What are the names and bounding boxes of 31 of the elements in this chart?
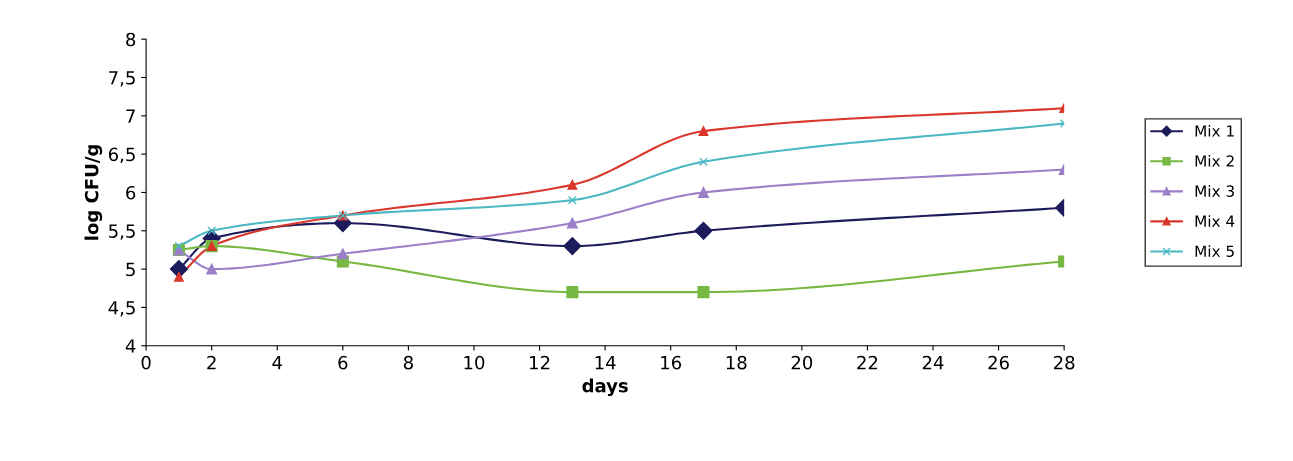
legend-label: Mix 4 bbox=[1195, 215, 1235, 227]
x-tick-label: 6 bbox=[338, 355, 348, 370]
x-tick-label: 14 bbox=[595, 356, 616, 370]
y-tick-label: 6,5 bbox=[108, 147, 135, 164]
x-tick-label: 4 bbox=[272, 356, 282, 370]
y-tick-label: 4,5 bbox=[108, 301, 135, 317]
x-tick-label: 16 bbox=[661, 355, 682, 370]
x-tick-label: 22 bbox=[857, 355, 878, 370]
y-tick-label: 8 bbox=[126, 32, 136, 47]
x-tick-label: 20 bbox=[791, 355, 813, 370]
legend-label: Mix 3 bbox=[1195, 185, 1234, 197]
y-tick-label: 4 bbox=[125, 339, 136, 353]
x-tick-label: 18 bbox=[726, 355, 747, 370]
x-tick-label: 0 bbox=[141, 355, 151, 370]
legend-label: Mix 5 bbox=[1195, 245, 1234, 258]
y-tick-label: 6 bbox=[126, 185, 136, 200]
y-axis-title: log CFU/g bbox=[84, 145, 103, 240]
legend-label: Mix 2 bbox=[1195, 155, 1234, 167]
x-tick-label: 26 bbox=[988, 355, 1009, 370]
x-tick-label: 8 bbox=[403, 355, 413, 370]
x-tick-label: 12 bbox=[530, 355, 550, 370]
y-tick-label: 5,5 bbox=[109, 224, 135, 240]
y-tick-label: 7 bbox=[126, 109, 135, 123]
x-tick-label: 24 bbox=[922, 355, 944, 370]
x-tick-label: 28 bbox=[1053, 355, 1075, 370]
y-tick-label: 7,5 bbox=[109, 71, 135, 87]
legend-label: Mix 1 bbox=[1195, 124, 1234, 137]
x-axis-title: days bbox=[582, 378, 628, 397]
y-tick-label: 5 bbox=[126, 262, 135, 277]
x-tick-label: 2 bbox=[207, 355, 216, 370]
x-tick-label: 10 bbox=[464, 355, 485, 370]
